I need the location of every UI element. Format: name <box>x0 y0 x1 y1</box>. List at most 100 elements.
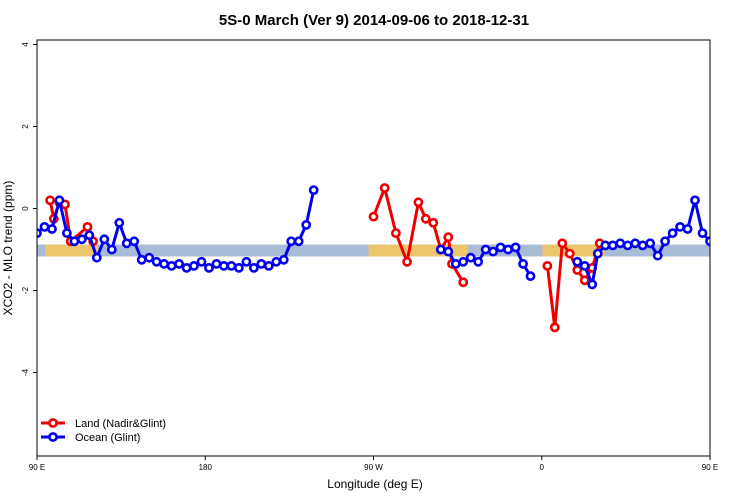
y-tick-label: 0 <box>21 206 30 211</box>
series-ocean <box>37 185 710 290</box>
data-point <box>697 228 708 238</box>
data-point <box>600 240 611 251</box>
data-point <box>379 183 390 193</box>
legend-label: Land (Nadir&Glint) <box>75 418 166 430</box>
data-point <box>189 260 199 271</box>
legend-label: Ocean (Glint) <box>75 432 140 444</box>
data-point <box>248 262 259 273</box>
data-point <box>226 260 237 271</box>
data-point <box>308 185 319 195</box>
data-point <box>39 221 50 232</box>
data-point <box>525 271 536 281</box>
data-point <box>204 262 214 273</box>
data-point <box>607 240 618 251</box>
land-band-shading <box>368 244 469 257</box>
data-point <box>45 195 55 206</box>
data-point <box>592 248 603 259</box>
data-point <box>630 238 641 249</box>
data-point <box>174 258 184 269</box>
data-point <box>69 236 80 247</box>
data-point <box>622 240 633 251</box>
data-point <box>54 195 65 206</box>
data-point <box>549 322 560 333</box>
series-line <box>723 200 750 241</box>
legend-marker <box>48 432 58 442</box>
data-point <box>62 228 72 238</box>
data-point <box>579 275 590 286</box>
data-point <box>144 252 155 263</box>
data-point <box>667 228 678 238</box>
data-point <box>151 256 162 267</box>
data-point <box>465 252 476 263</box>
data-point <box>181 262 192 273</box>
data-point <box>458 256 469 267</box>
data-point <box>443 232 454 243</box>
data-point <box>510 242 521 253</box>
data-point <box>488 246 498 257</box>
data-point <box>645 238 656 249</box>
data-point <box>263 260 274 271</box>
data-point <box>136 254 147 265</box>
data-point <box>293 236 304 247</box>
data-point <box>503 244 513 255</box>
x-axis-label: Longitude (deg E) <box>327 477 422 491</box>
data-point <box>420 213 431 224</box>
data-point <box>675 221 685 232</box>
data-point <box>114 217 125 228</box>
data-point <box>705 236 710 247</box>
data-point <box>443 246 454 257</box>
x-tick-label: 180 <box>199 463 213 472</box>
legend-marker <box>48 418 58 428</box>
data-point <box>542 260 553 271</box>
land-band-shading <box>45 244 99 257</box>
data-point <box>91 252 102 263</box>
y-axis-label: XCO2 - MLO trend (ppm) <box>1 181 15 316</box>
data-point <box>368 211 379 222</box>
data-point <box>690 195 700 206</box>
x-tick-label: 0 <box>540 463 545 472</box>
data-point <box>572 265 583 275</box>
data-point <box>579 260 590 271</box>
data-point <box>495 242 506 253</box>
data-point <box>99 234 110 245</box>
y-tick-label: -2 <box>21 286 30 294</box>
data-point <box>77 234 87 245</box>
data-point <box>129 236 140 247</box>
data-point <box>159 258 169 269</box>
data-point <box>47 224 57 234</box>
data-point <box>564 248 575 259</box>
data-point <box>402 256 412 267</box>
data-point <box>256 258 267 269</box>
data-point <box>233 262 244 273</box>
data-point <box>428 217 439 228</box>
data-point <box>390 228 401 238</box>
data-point <box>211 258 222 269</box>
data-point <box>166 260 177 271</box>
data-point <box>84 230 95 241</box>
data-point <box>435 244 446 255</box>
data-point <box>557 238 568 249</box>
data-point <box>652 250 663 261</box>
x-tick-label: 90 W <box>364 463 383 472</box>
data-point <box>413 197 424 208</box>
y-tick-label: -4 <box>21 368 30 376</box>
data-point <box>196 256 207 267</box>
data-point <box>473 256 484 267</box>
data-point <box>518 258 528 269</box>
data-point <box>271 256 282 267</box>
data-point <box>637 240 648 251</box>
data-point <box>660 236 670 247</box>
legend: Land (Nadir&Glint) Ocean (Glint) <box>41 418 166 444</box>
data-point <box>587 279 598 290</box>
data-point <box>682 224 693 234</box>
data-point <box>572 256 583 267</box>
data-point <box>286 236 297 247</box>
y-tick-label: 2 <box>21 124 30 129</box>
data-point <box>278 254 289 265</box>
data-point <box>121 238 132 249</box>
data-point <box>301 219 312 230</box>
y-tick-label: 4 <box>21 42 30 47</box>
data-point <box>106 244 117 255</box>
x-tick-label: 90 E <box>29 463 45 472</box>
